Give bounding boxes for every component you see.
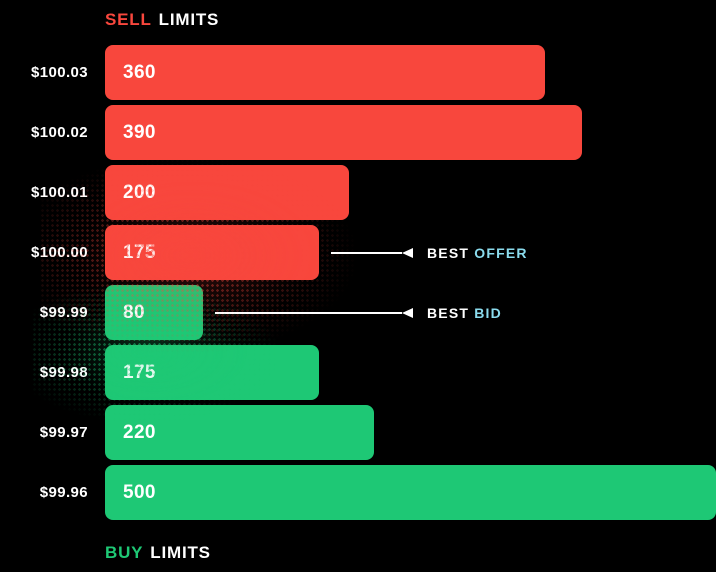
sell-limits-title-rest: LIMITS: [158, 10, 220, 29]
bar-track: 175 BEST OFFER: [105, 225, 716, 280]
annotation-label: BEST BID: [427, 305, 502, 321]
price-tick-label: $100.03: [30, 64, 88, 81]
annotation-connector-line: [330, 251, 402, 254]
price-tick-label: $99.98: [39, 364, 88, 381]
price-row-2: $100.02 390: [0, 105, 716, 160]
bar-value-label: 500: [123, 481, 156, 503]
sell-limits-title: SELL LIMITS: [105, 10, 219, 30]
price-tick-label: $99.96: [39, 484, 88, 501]
price-tick-label: $100.01: [30, 184, 88, 201]
price-tick-label: $99.99: [39, 304, 88, 321]
bar-track: 175: [105, 345, 716, 400]
bar-track: 360: [105, 45, 716, 100]
price-tick-label: $100.00: [30, 244, 88, 261]
left-arrowhead-icon: [402, 247, 413, 258]
bar-value-label: 200: [123, 181, 156, 203]
buy-limit-bar: 500: [105, 465, 716, 520]
price-row-1: $100.03 360: [0, 45, 716, 100]
price-tick-label: $99.97: [39, 424, 88, 441]
price-row-8: $99.96 500: [0, 465, 716, 520]
buy-limit-bar: 175: [105, 345, 319, 400]
price-row-7: $99.97 220: [0, 405, 716, 460]
annotation-label: BEST OFFER: [427, 245, 528, 261]
price-row-6: $99.98 175: [0, 345, 716, 400]
sell-limit-bar: 175: [105, 225, 319, 280]
bar-track: 390: [105, 105, 716, 160]
buy-limits-title-rest: LIMITS: [150, 543, 211, 562]
bar-value-label: 220: [123, 421, 156, 443]
bar-value-label: 80: [123, 301, 145, 323]
buy-limits-title-accent: BUY: [105, 543, 144, 562]
bar-value-label: 175: [123, 361, 156, 383]
annotation-label-plain: BEST: [427, 244, 475, 261]
sell-limit-bar: 390: [105, 105, 582, 160]
sell-limit-bar: 200: [105, 165, 350, 220]
price-row-3: $100.01 200: [0, 165, 716, 220]
price-row-4: $100.00 175 BEST OFFER: [0, 225, 716, 280]
annotation-connector-line: [214, 311, 402, 314]
bar-track: 220: [105, 405, 716, 460]
price-tick-label: $100.02: [30, 124, 88, 141]
bar-value-label: 175: [123, 241, 156, 263]
buy-limit-bar: 80: [105, 285, 203, 340]
annotation-label-accent: OFFER: [474, 244, 528, 261]
left-arrowhead-icon: [402, 307, 413, 318]
price-row-5: $99.99 80 BEST BID: [0, 285, 716, 340]
bar-track: 80 BEST BID: [105, 285, 716, 340]
bars-area: $100.03 360 $100.02 390 $100.01 200 $100.00 175…: [0, 45, 716, 520]
bar-value-label: 390: [123, 121, 156, 143]
bar-track: 200: [105, 165, 716, 220]
buy-limits-title: BUY LIMITS: [105, 543, 211, 563]
annotation-label-accent: BID: [474, 304, 502, 321]
bar-track: 500: [105, 465, 716, 520]
bar-value-label: 360: [123, 61, 156, 83]
sell-limits-title-accent: SELL: [105, 10, 152, 29]
buy-limit-bar: 220: [105, 405, 374, 460]
annotation-label-plain: BEST: [427, 304, 475, 321]
sell-limit-bar: 360: [105, 45, 545, 100]
